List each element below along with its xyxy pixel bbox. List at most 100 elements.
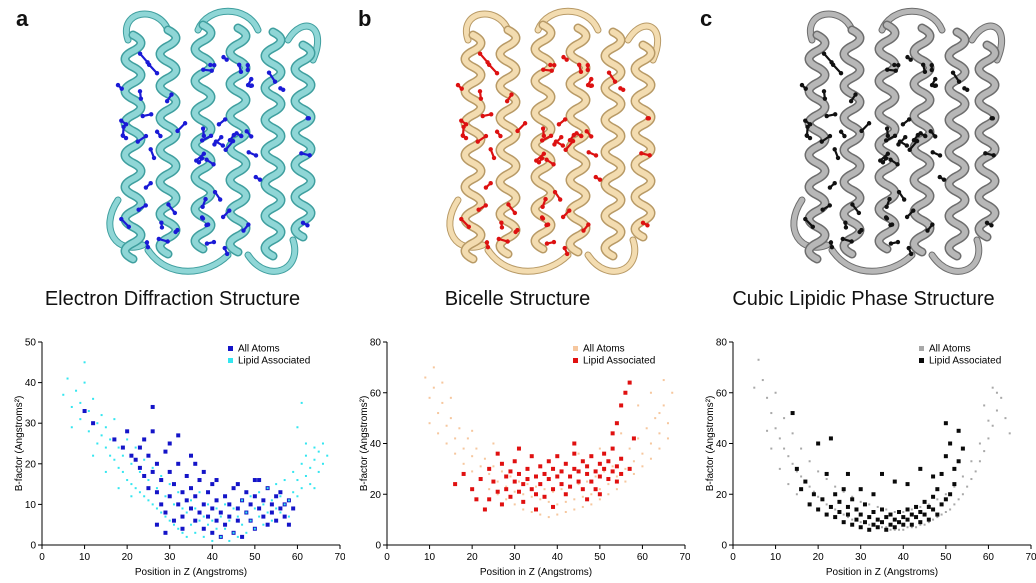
data-point (203, 516, 205, 518)
data-point (619, 457, 623, 461)
data-point (663, 404, 665, 406)
legend-label: All Atoms (238, 344, 280, 355)
y-tick-label: 40 (716, 439, 728, 450)
data-point (189, 454, 193, 458)
data-point (275, 483, 277, 485)
data-point (860, 521, 862, 523)
data-point (525, 467, 529, 471)
data-point (615, 421, 619, 425)
data-point (146, 486, 150, 490)
data-point (893, 518, 897, 522)
data-point (480, 465, 482, 467)
x-axis-label: Position in Z (Angstroms) (826, 567, 938, 578)
data-point (79, 402, 81, 404)
x-tick-label: 30 (164, 552, 176, 563)
data-point (227, 502, 231, 506)
data-point (555, 454, 559, 458)
data-point (547, 477, 551, 481)
data-point (987, 420, 989, 422)
data-point (164, 495, 166, 497)
data-point (543, 472, 547, 476)
data-point (654, 417, 656, 419)
data-point (118, 467, 120, 469)
data-point (284, 479, 286, 481)
data-point (940, 472, 944, 476)
data-point (244, 490, 248, 494)
data-point (164, 516, 166, 518)
data-point (944, 454, 948, 458)
y-axis-label: B-factor (Angstroms²) (705, 396, 716, 492)
data-point (113, 418, 115, 420)
data-point (504, 474, 508, 478)
data-point (564, 492, 568, 496)
data-point (292, 491, 294, 493)
data-point (850, 497, 854, 501)
data-point (859, 525, 863, 529)
data-point (779, 468, 781, 470)
y-tick-label: 40 (25, 378, 37, 389)
data-point (322, 463, 324, 465)
data-point (496, 452, 500, 456)
data-point (944, 421, 948, 425)
data-point (504, 487, 508, 491)
data-point (551, 467, 555, 471)
data-point (924, 524, 926, 526)
data-point (543, 495, 547, 499)
x-tick-label: 30 (855, 552, 867, 563)
data-point (945, 493, 947, 495)
data-point (216, 528, 218, 530)
data-point (521, 500, 525, 504)
data-point (582, 496, 584, 498)
data-point (215, 519, 219, 523)
data-point (919, 506, 921, 508)
data-point (513, 480, 517, 484)
data-point (945, 511, 947, 513)
data-point (915, 526, 917, 528)
data-point (126, 479, 128, 481)
x-tick-label: 10 (79, 552, 91, 563)
data-point (880, 520, 884, 524)
data-point (842, 487, 846, 491)
data-point (271, 499, 273, 501)
data-point (837, 500, 841, 504)
data-point (792, 432, 794, 434)
data-point (607, 483, 609, 485)
data-point (129, 454, 133, 458)
data-point (555, 474, 559, 478)
data-point (220, 516, 222, 518)
x-tick-label: 60 (292, 552, 304, 563)
data-point (228, 540, 230, 542)
x-tick-label: 60 (637, 552, 649, 563)
data-point (606, 477, 610, 481)
data-point (816, 507, 820, 511)
data-point (987, 437, 989, 439)
data-point (138, 466, 142, 470)
y-tick-label: 60 (370, 388, 382, 399)
data-point (177, 491, 179, 493)
data-point (624, 481, 626, 483)
data-point (441, 402, 443, 404)
data-point (650, 443, 652, 445)
data-point (787, 455, 789, 457)
data-point (658, 448, 660, 450)
data-point (270, 502, 274, 506)
data-point (126, 438, 128, 440)
data-point (258, 491, 260, 493)
data-point (210, 482, 214, 486)
structure-image-a (88, 0, 338, 285)
data-point (890, 529, 892, 531)
data-point (983, 404, 985, 406)
data-point (868, 503, 870, 505)
data-point (168, 470, 172, 474)
data-point (270, 511, 274, 515)
data-point (180, 527, 184, 531)
data-point (599, 488, 601, 490)
data-point (118, 487, 120, 489)
data-point (957, 459, 961, 463)
data-point (190, 499, 192, 501)
series-all-atoms (83, 405, 296, 539)
data-point (898, 529, 900, 531)
panel-title-b: Bicelle Structure (345, 288, 690, 311)
data-point (203, 536, 205, 538)
